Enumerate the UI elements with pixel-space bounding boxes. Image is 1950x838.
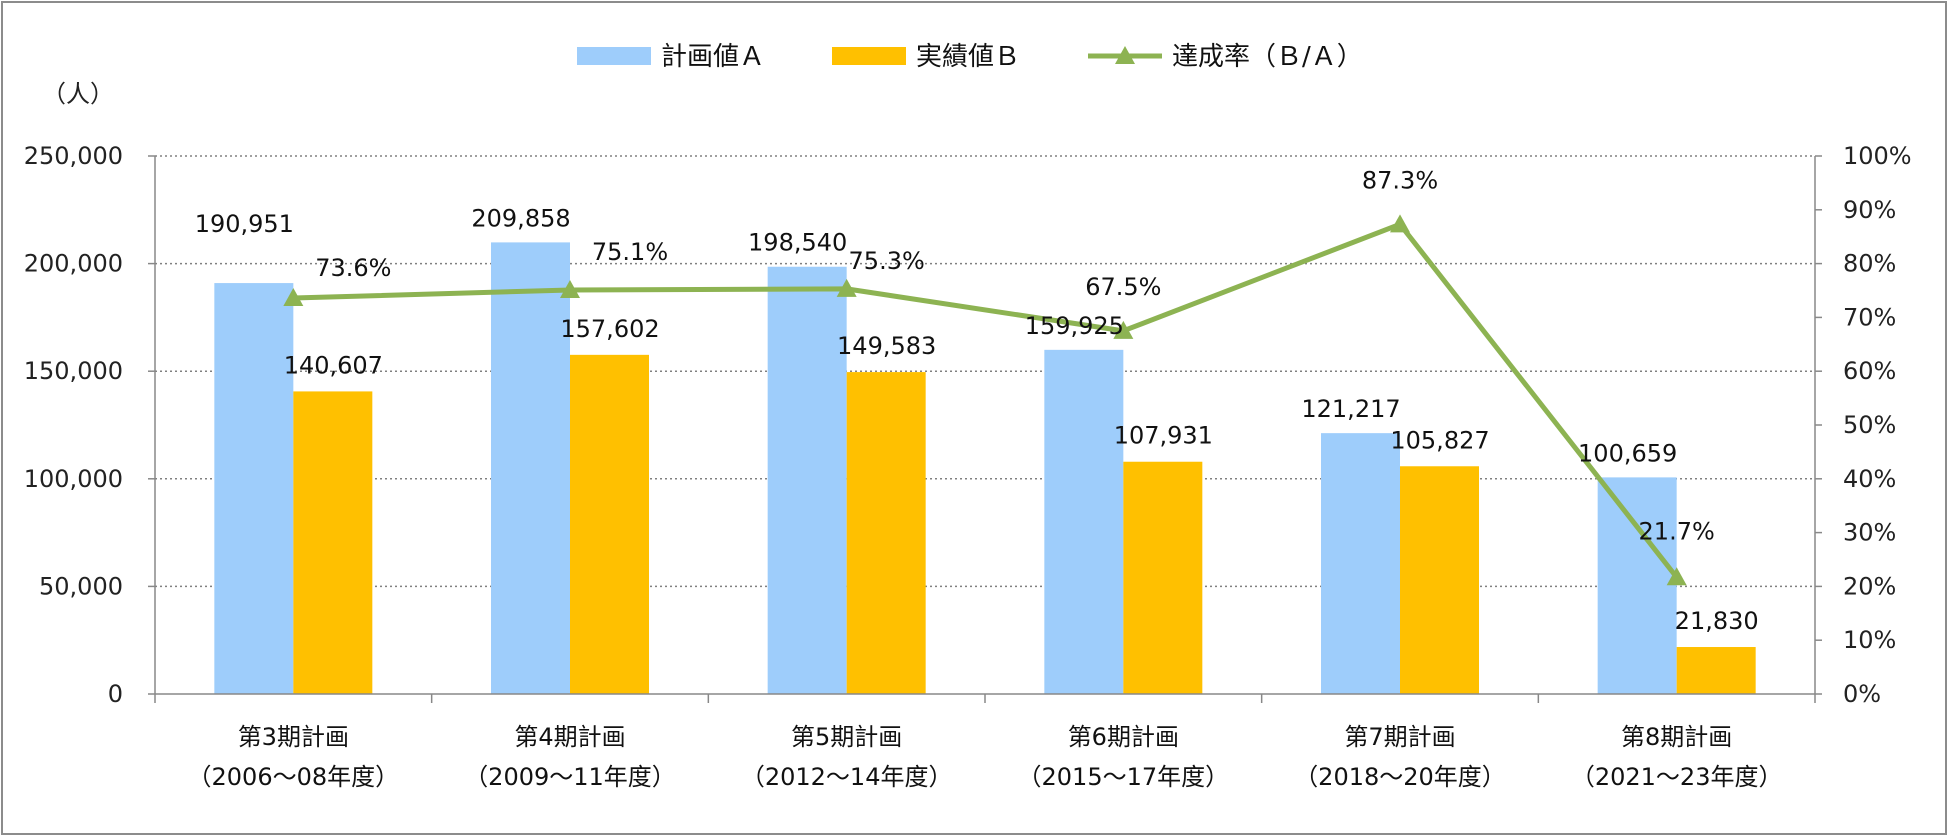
rate-marker — [560, 279, 580, 298]
rate-marker — [836, 278, 857, 297]
right-axis-tick-label: 70% — [1843, 303, 1896, 331]
category-sublabel: （2021～23年度） — [1571, 763, 1783, 791]
gridlines — [155, 155, 1815, 588]
rate-line-path — [293, 221, 1679, 579]
bar-plan — [1321, 433, 1400, 694]
bar-actual-label: 21,830 — [1675, 607, 1759, 635]
legend-label: 実績値Ｂ — [916, 42, 1020, 72]
category-label: 第6期計画 — [1068, 723, 1179, 751]
right-axis-tick-label: 50% — [1843, 411, 1896, 439]
rate-label: 75.1% — [592, 238, 668, 266]
bar-plan-label: 159,925 — [1025, 312, 1124, 340]
rate-label: 73.6% — [315, 254, 391, 282]
bar-plan-label: 209,858 — [471, 204, 570, 232]
bar-actual — [293, 391, 373, 694]
rate-marker — [283, 288, 304, 307]
bar-actual-label: 107,931 — [1114, 422, 1213, 450]
bar-actual — [1400, 466, 1479, 694]
bar-actual — [570, 354, 649, 694]
bar-actual-label: 157,602 — [560, 315, 659, 343]
right-axis-tick-label: 100% — [1843, 142, 1912, 170]
legend-label: 計画値Ａ — [661, 42, 765, 72]
rate-marker — [1113, 320, 1134, 339]
rate-marker — [1390, 214, 1410, 233]
rate-label: 21.7% — [1639, 517, 1715, 545]
category-label: 第7期計画 — [1344, 723, 1455, 751]
right-axis-tick-label: 10% — [1843, 626, 1896, 654]
right-axis-tick-label: 20% — [1843, 572, 1896, 600]
axes: 0 50,000 100,000 150,000 200,000 250,000 0% 10%… — [24, 142, 1912, 791]
left-axis-tick-label: 100,000 — [24, 465, 123, 493]
right-axis-tick-label: 40% — [1843, 465, 1896, 493]
rate-label: 75.3% — [849, 247, 925, 275]
bar-plan-label: 190,951 — [195, 210, 294, 238]
bar-plan — [491, 242, 570, 694]
bar-actual — [1676, 647, 1756, 694]
left-axis-tick-label: 200,000 — [24, 250, 123, 278]
bar-plan — [1597, 477, 1677, 694]
bar-plan — [214, 283, 294, 694]
left-axis-tick-label: 150,000 — [24, 357, 123, 385]
data-labels: 190,951 140,607 209,858 157,602 198,540 149,5… — [195, 166, 1759, 635]
category-label: 第8期計画 — [1621, 723, 1732, 751]
left-axis-tick-label: 50,000 — [39, 572, 123, 600]
legend-swatch — [577, 47, 651, 65]
bar-plan — [767, 266, 847, 694]
rate-marker — [1666, 567, 1687, 586]
left-axis-unit-label: （人） — [42, 80, 114, 108]
legend-swatch — [832, 47, 906, 65]
bar-plan — [1044, 349, 1124, 694]
bar-actual-label: 149,583 — [837, 332, 936, 360]
bar-plan-label: 121,217 — [1301, 395, 1400, 423]
rate-label: 67.5% — [1085, 273, 1161, 301]
category-sublabel: （2012～14年度） — [741, 763, 953, 791]
bar-actual — [1123, 461, 1203, 694]
bar-plan-label: 198,540 — [748, 229, 847, 257]
bar-actual-label: 140,607 — [284, 351, 383, 379]
category-sublabel: （2015～17年度） — [1018, 763, 1230, 791]
category-sublabel: （2018～20年度） — [1294, 763, 1506, 791]
left-axis-tick-label: 250,000 — [24, 142, 123, 170]
right-axis-tick-label: 0% — [1843, 680, 1881, 708]
right-axis-tick-label: 90% — [1843, 196, 1896, 224]
bar-actual — [846, 372, 926, 694]
category-label: 第4期計画 — [514, 723, 625, 751]
bar-plan-label: 100,659 — [1578, 439, 1677, 467]
category-sublabel: （2006～08年度） — [188, 763, 400, 791]
category-label: 第5期計画 — [791, 723, 902, 751]
category-sublabel: （2009～11年度） — [464, 763, 676, 791]
category-label: 第3期計画 — [238, 723, 349, 751]
right-axis-tick-label: 30% — [1843, 519, 1896, 547]
bars — [214, 242, 1756, 694]
rate-label: 87.3% — [1362, 166, 1438, 194]
rate-line — [283, 214, 1687, 586]
legend-swatch-marker — [1115, 46, 1135, 64]
right-axis-tick-label: 80% — [1843, 250, 1896, 278]
legend-label: 達成率（Ｂ/Ａ） — [1172, 42, 1363, 72]
legend: 計画値Ａ 実績値Ｂ 達成率（Ｂ/Ａ） — [577, 42, 1363, 72]
right-axis-tick-label: 60% — [1843, 357, 1896, 385]
bar-actual-label: 105,827 — [1390, 426, 1489, 454]
left-axis-tick-label: 0 — [108, 680, 123, 708]
